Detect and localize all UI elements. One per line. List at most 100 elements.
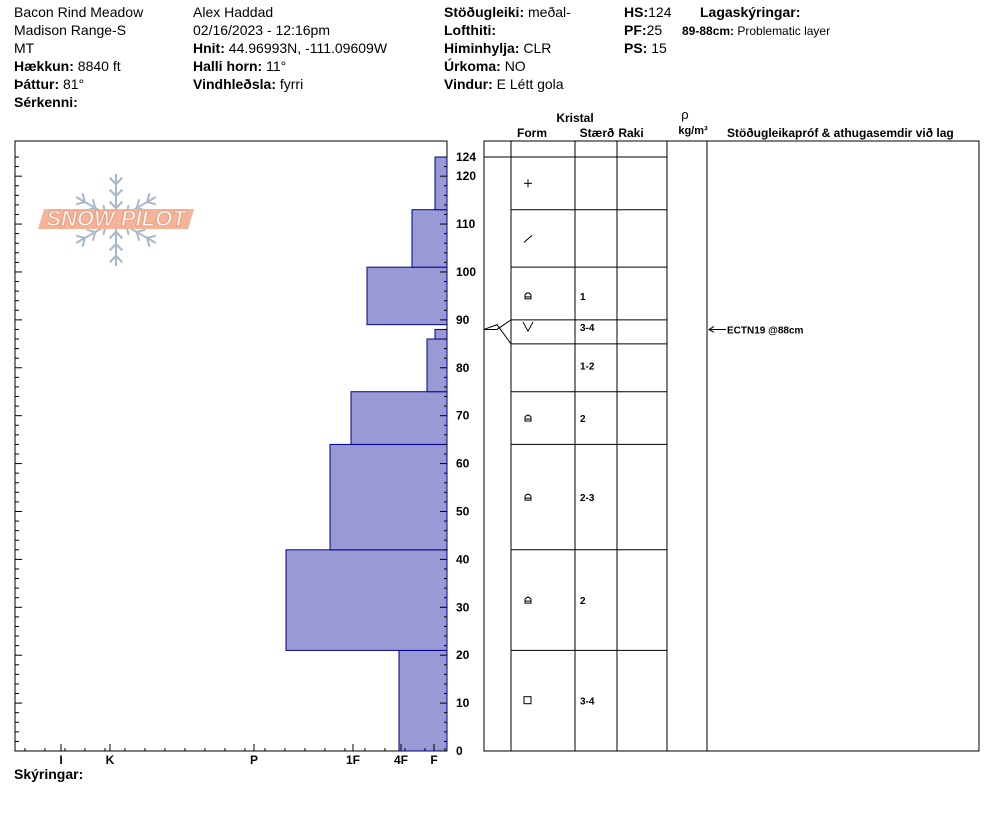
precip-label: Úrkoma:	[444, 58, 501, 74]
flake-branch	[146, 201, 157, 206]
tests-header: Stöðugleikapróf & athugasemdir við lag	[727, 126, 954, 140]
observer-name: Alex Haddad	[193, 4, 274, 20]
ps-label: PS:	[624, 40, 648, 56]
flake-branch	[115, 255, 124, 264]
flake-branch	[146, 193, 151, 203]
wind-row: Vindur: E Létt gola	[444, 75, 571, 93]
elevation-label: Hækkun:	[14, 58, 74, 74]
flake-branch	[81, 193, 86, 203]
pf-value: 25	[646, 22, 663, 38]
hardness-bar	[366, 266, 448, 326]
form-header: Form	[517, 126, 547, 140]
precip-row: Úrkoma: NO	[444, 57, 571, 75]
aspect-label: Þáttur:	[14, 76, 60, 92]
flake-branch	[108, 243, 117, 252]
density-symbol: ρ	[681, 107, 688, 122]
crystal-header: Kristal	[556, 111, 593, 125]
surface-hoar-icon	[522, 321, 534, 333]
depth-tick-label: 50	[456, 504, 470, 518]
grain-size-label: 3-4	[580, 697, 595, 708]
precip-value: NO	[504, 58, 526, 74]
grain-size-label: 1-2	[580, 361, 595, 372]
sky-value: CLR	[523, 40, 552, 56]
slope-label: Halli horn:	[193, 58, 263, 74]
flake-branch	[75, 234, 86, 239]
layer-note-text: Problematic layer	[737, 24, 831, 38]
layer-table-grid	[483, 141, 708, 751]
grain-size-label: 2	[580, 596, 586, 607]
stability-value: meðal-	[528, 4, 571, 20]
grain-size-label: 2-3	[580, 493, 595, 504]
flake-branch	[108, 200, 117, 209]
hs-row: HS:124	[624, 3, 671, 21]
header-col3: Stöðugleiki: meðal- Lofthiti: Himinhylja…	[444, 3, 571, 93]
slope-row: Halli horn: 11°	[193, 57, 387, 75]
facet-square-icon	[523, 696, 532, 705]
hardness-tick-label: P	[250, 753, 258, 767]
wind-value: E Létt gola	[496, 76, 564, 92]
layer-connector	[483, 324, 512, 345]
depth-axis: 0 10 20 30 40 50 60 70 80 90 100 110 120 124	[15, 150, 476, 758]
location-name: Bacon Rind Meadow	[14, 4, 144, 20]
coords-value: 44.96993N, -111.09609W	[228, 40, 388, 56]
notes-label: Skýringar:	[14, 766, 83, 782]
hs-value: 124	[648, 4, 672, 20]
logo-plate	[38, 209, 194, 229]
wind-loading-label: Vindhleðsla:	[193, 76, 276, 92]
grain-size-label: 3-4	[580, 323, 595, 334]
layer-table-frame	[483, 140, 980, 752]
stability-label: Stöðugleiki:	[444, 4, 525, 20]
features-label: Sérkenni:	[14, 94, 78, 110]
hardness-tick-label: 4F	[394, 753, 408, 767]
grain-size-label: 2	[580, 414, 586, 425]
depth-tick-label: 0	[456, 744, 463, 758]
depth-tick-label: 124	[456, 150, 476, 164]
ps-row: PS: 15	[624, 39, 671, 57]
depth-tick-label: 40	[456, 552, 470, 566]
hardness-bar	[426, 338, 448, 393]
flake-branch	[81, 237, 86, 247]
air-temp-row: Lofthiti:	[444, 21, 571, 39]
test-arrow-head	[708, 326, 715, 333]
layer-connector	[484, 319, 512, 330]
mountain-range: Madison Range-S	[14, 22, 127, 38]
elevation-value: 8840 ft	[77, 58, 121, 74]
flake-branch	[115, 188, 124, 197]
hardness-tick-label: F	[430, 753, 437, 767]
aspect-row: Þáttur: 81°	[14, 75, 143, 93]
rounded-grain-icon	[524, 292, 532, 300]
pf-label: PF:	[624, 22, 647, 38]
flake-branch	[135, 199, 141, 209]
aspect-value: 81°	[63, 76, 85, 92]
hardness-axis: I K P 1F 4F F	[24, 744, 446, 767]
depth-tick-label: 70	[456, 409, 470, 423]
hardness-bar	[434, 328, 448, 340]
moisture-header: Raki	[618, 126, 643, 140]
depth-tick-label: 120	[456, 169, 476, 183]
rounded-grain-icon	[524, 493, 532, 501]
coords-row: Hnit: 44.96993N, -111.09609W	[193, 39, 387, 57]
hardness-bars	[285, 156, 448, 752]
grain-size-label: 1	[580, 292, 586, 303]
depth-tick-label: 100	[456, 265, 476, 279]
hardness-bar	[398, 649, 448, 752]
flake-branch	[146, 237, 151, 247]
flake-branch	[115, 200, 124, 209]
depth-tick-label: 110	[456, 217, 476, 231]
header-col4: HS:124 PF:25 PS: 15	[624, 3, 671, 57]
depth-tick-label: 60	[456, 457, 470, 471]
hardness-tick-label: 1F	[346, 753, 360, 767]
slope-value: 11°	[266, 58, 287, 74]
hardness-tick-label: K	[106, 753, 115, 767]
hardness-bar	[329, 443, 448, 551]
flake-branch	[91, 231, 97, 241]
flake-branch	[108, 255, 117, 264]
hardness-bar	[411, 209, 448, 268]
header-col1: Bacon Rind Meadow Madison Range-S MT Hæk…	[14, 3, 143, 111]
air-temp-label: Lofthiti:	[444, 22, 497, 38]
observation-datetime: 02/16/2023 - 12:16pm	[193, 22, 330, 38]
flake-branch	[108, 188, 117, 197]
depth-tick-label: 30	[456, 600, 470, 614]
layer-notes: Lagaskýringar:	[700, 3, 800, 21]
